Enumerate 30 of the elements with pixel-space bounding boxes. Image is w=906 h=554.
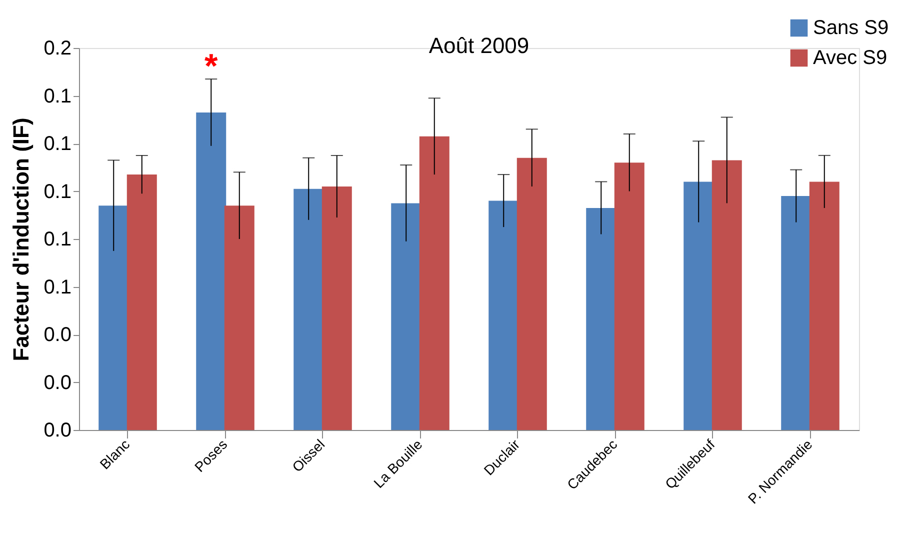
bar bbox=[712, 160, 742, 430]
bar bbox=[684, 182, 714, 430]
y-tick-label: 0.1 bbox=[44, 85, 72, 108]
bar bbox=[809, 182, 840, 430]
bar bbox=[98, 206, 129, 430]
bar bbox=[586, 208, 616, 430]
bar bbox=[224, 206, 254, 430]
bar bbox=[516, 158, 547, 430]
annotation: * bbox=[204, 47, 218, 86]
bar bbox=[419, 136, 450, 430]
bar bbox=[294, 188, 324, 430]
y-tick-label: 0.1 bbox=[44, 276, 72, 298]
bar bbox=[391, 203, 422, 430]
y-tick-label: 0.0 bbox=[44, 420, 72, 442]
legend-label: Sans S9 bbox=[813, 17, 889, 39]
y-tick-label: 0.0 bbox=[44, 372, 72, 394]
y-tick-label: 0.2 bbox=[44, 38, 72, 60]
y-tick-label: 0.1 bbox=[44, 228, 72, 250]
bar bbox=[322, 186, 352, 430]
bar bbox=[488, 200, 519, 430]
legend-label: Avec S9 bbox=[813, 47, 888, 69]
y-axis-title: Facteur d'induction (IF) bbox=[8, 118, 34, 362]
bar bbox=[196, 112, 226, 430]
bar bbox=[781, 196, 812, 430]
y-tick-label: 0.1 bbox=[44, 180, 72, 203]
bar bbox=[126, 174, 157, 430]
chart-title: Août 2009 bbox=[428, 33, 530, 58]
bar bbox=[614, 162, 644, 430]
y-tick-label: 0.0 bbox=[44, 324, 72, 346]
y-tick-label: 0.1 bbox=[44, 133, 72, 155]
